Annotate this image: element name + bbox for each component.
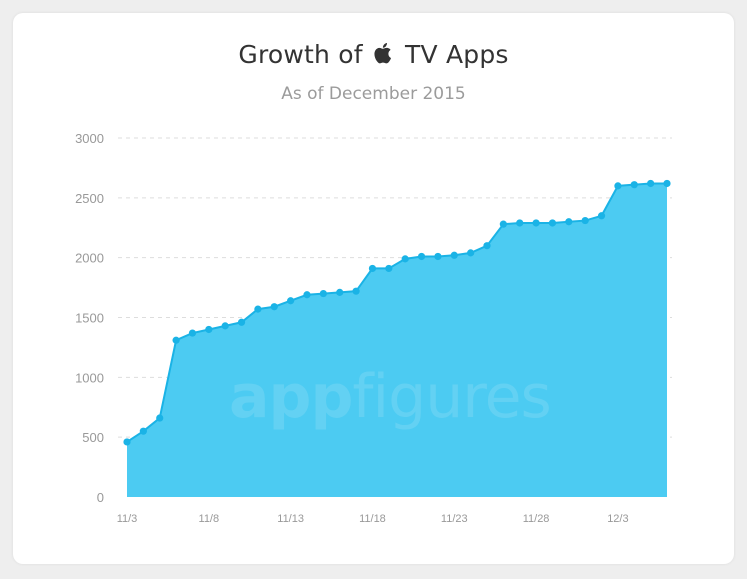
y-tick-label: 3000 [75,131,104,146]
data-point [336,288,344,296]
data-point [139,427,147,435]
y-tick-label: 1500 [75,311,104,326]
data-point [287,297,295,305]
data-point [123,438,131,446]
data-point [254,305,262,313]
data-point [483,242,491,250]
title-prefix: Growth of [238,40,363,69]
y-tick-label: 2000 [75,251,104,266]
y-tick-label: 0 [97,490,104,505]
chart-subtitle: As of December 2015 [281,84,466,104]
data-point [319,289,327,298]
x-tick-label: 12/3 [607,513,628,525]
data-point [467,249,475,257]
data-point [499,220,507,228]
y-tick-label: 2500 [75,191,104,206]
series-line [126,182,667,443]
data-point [630,181,638,189]
x-tick-label: 11/8 [199,513,220,525]
x-tick-label: 11/3 [117,513,138,525]
data-point [156,414,164,422]
data-point [270,303,278,311]
y-tick-label: 500 [82,430,104,445]
chart-title: Growth of TV Apps [0,40,747,69]
data-point [221,322,229,330]
title-suffix: TV Apps [405,40,509,69]
series-area [127,183,667,497]
y-tick-label: 1000 [75,370,104,385]
data-point [188,329,197,337]
data-point [647,179,655,188]
data-point [532,219,540,227]
data-point [597,212,606,220]
data-point [401,255,409,263]
data-point [548,219,557,227]
data-point [450,251,458,259]
data-point [237,318,246,326]
data-point [417,252,426,261]
data-point [352,287,360,295]
data-point [663,179,671,188]
data-point [565,218,573,226]
data-point [581,216,589,225]
x-tick-label: 11/18 [359,513,386,525]
x-tick-label: 11/28 [523,513,550,525]
data-point [434,252,442,261]
x-tick-label: 11/23 [441,513,468,525]
data-point [516,219,524,227]
x-tick-label: 11/13 [277,513,304,525]
data-point [368,264,377,273]
data-point [172,336,180,344]
data-point [205,325,213,334]
apple-logo-icon [374,43,391,64]
data-point [614,182,622,190]
data-point [303,291,311,299]
data-point [385,264,393,273]
